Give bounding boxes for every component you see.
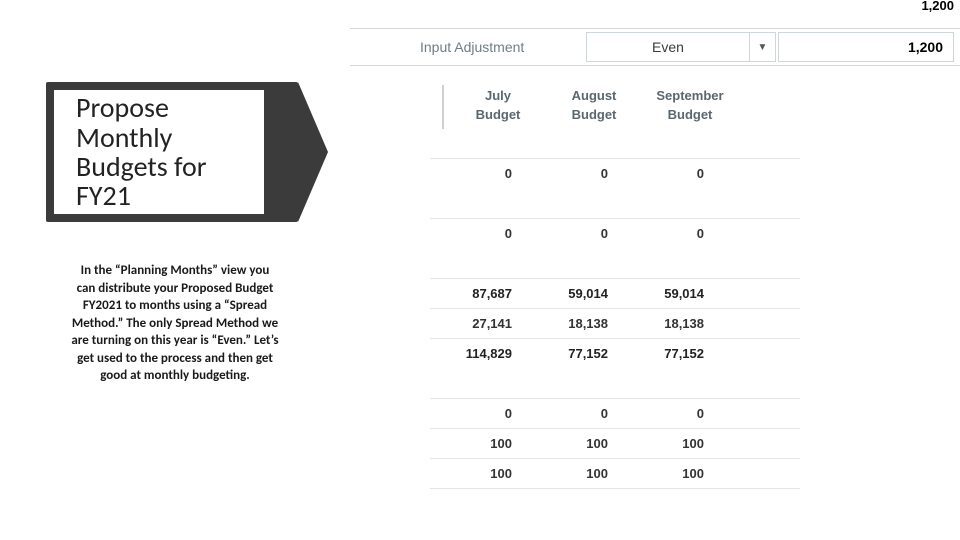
- cropped-value-top: 1,200: [921, 0, 954, 13]
- callout-panel: Propose Monthly Budgets for FY21: [54, 90, 264, 214]
- cell: 18,138: [526, 316, 622, 331]
- cell: 100: [526, 466, 622, 481]
- cell: 0: [430, 166, 526, 181]
- row-spacer: [430, 188, 800, 218]
- table-row: 100 100 100: [430, 428, 800, 458]
- month-col-august: August: [546, 88, 642, 103]
- subhead-budget: Budget: [546, 107, 642, 122]
- callout-arrow-icon: [298, 82, 328, 222]
- slide-callout: Propose Monthly Budgets for FY21: [46, 82, 298, 222]
- cell: 27,141: [430, 316, 526, 331]
- cell: 0: [430, 226, 526, 241]
- subhead-budget: Budget: [642, 107, 738, 122]
- cell: 0: [526, 226, 622, 241]
- cell: 0: [430, 406, 526, 421]
- cell: 100: [430, 466, 526, 481]
- spread-method-value: Even: [587, 39, 749, 55]
- header-divider: [442, 85, 444, 129]
- input-adjustment-label: Input Adjustment: [350, 39, 586, 55]
- subhead-budget: Budget: [450, 107, 546, 122]
- table-row: 27,141 18,138 18,138: [430, 308, 800, 338]
- cell: 100: [622, 466, 718, 481]
- cell: 87,687: [430, 286, 526, 301]
- adjustment-amount-input[interactable]: 1,200: [778, 32, 954, 62]
- callout-title: Propose Monthly Budgets for FY21: [76, 93, 252, 211]
- month-col-july: July: [450, 88, 546, 103]
- row-spacer: [430, 248, 800, 278]
- table-row: 0 0 0: [430, 218, 800, 248]
- table-row: 0 0 0: [430, 158, 800, 188]
- stage: 1,200 Input Adjustment Even ▼ 1,200 July…: [0, 0, 960, 540]
- row-border: [430, 488, 800, 489]
- cell: 77,152: [526, 346, 622, 361]
- cell: 59,014: [622, 286, 718, 301]
- table-row: 0 0 0: [430, 398, 800, 428]
- chevron-down-icon: ▼: [749, 33, 775, 61]
- input-adjustment-row: Input Adjustment Even ▼ 1,200: [350, 28, 960, 66]
- spread-method-select[interactable]: Even ▼: [586, 32, 776, 62]
- budget-rows: 0 0 0 0 0 0 87,687 59,014 59,014 27,141 …: [430, 158, 800, 489]
- cell: 0: [622, 226, 718, 241]
- cell: 18,138: [622, 316, 718, 331]
- month-col-september: September: [642, 88, 738, 103]
- cell: 0: [622, 166, 718, 181]
- table-row: 114,829 77,152 77,152: [430, 338, 800, 368]
- table-row: 100 100 100: [430, 458, 800, 488]
- cell: 0: [622, 406, 718, 421]
- callout-description: In the “Planning Months” view you can di…: [70, 262, 280, 385]
- cell: 100: [430, 436, 526, 451]
- cell: 59,014: [526, 286, 622, 301]
- cell: 0: [526, 406, 622, 421]
- cell: 114,829: [430, 346, 526, 361]
- months-header: July August September Budget Budget Budg…: [450, 88, 800, 122]
- cell: 100: [526, 436, 622, 451]
- cell: 77,152: [622, 346, 718, 361]
- table-row: 87,687 59,014 59,014: [430, 278, 800, 308]
- row-spacer: [430, 368, 800, 398]
- cell: 100: [622, 436, 718, 451]
- cell: 0: [526, 166, 622, 181]
